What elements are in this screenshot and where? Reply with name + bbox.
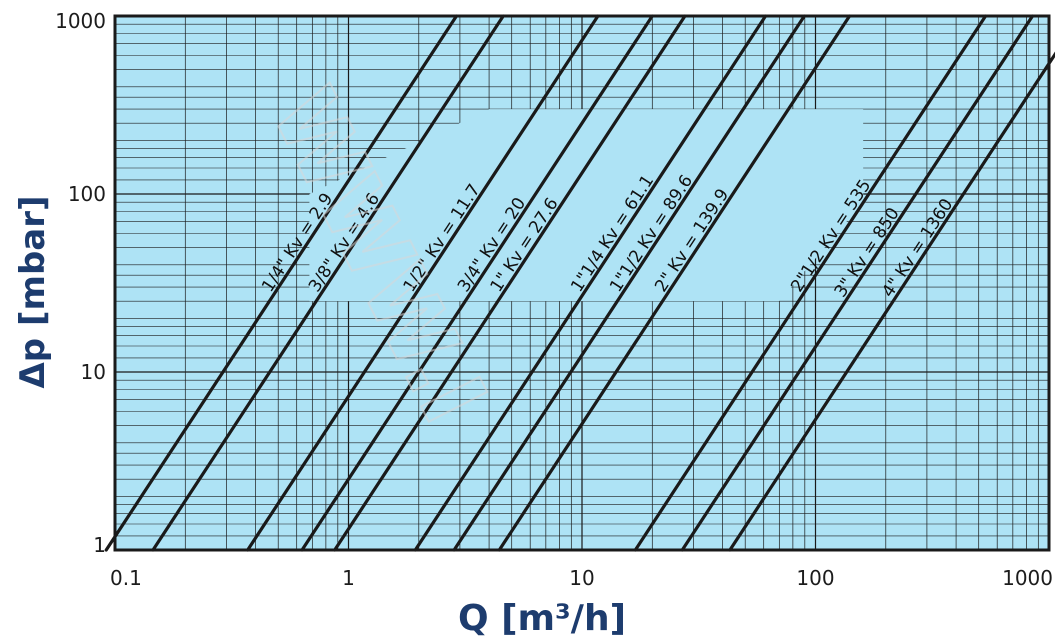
y-tick-label: 1000 — [55, 9, 106, 33]
kv-curves — [104, 14, 1055, 552]
x-tick-label: 1000 — [1002, 566, 1053, 590]
kv-curve — [300, 14, 654, 552]
x-tick-label: 1 — [342, 566, 355, 590]
kv-curve — [497, 14, 852, 552]
x-tick-label: 10 — [569, 566, 594, 590]
kv-curve — [633, 14, 988, 552]
kv-curve — [246, 14, 600, 552]
x-tick-label: 100 — [796, 566, 834, 590]
y-tick-label: 1 — [93, 533, 106, 557]
x-axis-title: Q [m³/h] — [458, 598, 626, 639]
label-background — [309, 109, 864, 302]
kv-curve — [413, 14, 768, 552]
kv-curve — [680, 14, 1035, 552]
x-tick-label: 0.1 — [110, 566, 142, 590]
plot-frame — [113, 14, 1051, 552]
kv-curve — [728, 51, 1055, 552]
y-axis-title: Δp [mbar] — [13, 195, 53, 388]
kv-curve — [333, 14, 687, 552]
kv-curve — [151, 14, 505, 552]
kv-curve — [104, 14, 459, 552]
y-tick-label: 100 — [68, 182, 106, 206]
kv-curve — [452, 14, 806, 552]
label-clear-zone — [309, 109, 864, 302]
y-tick-label: 10 — [81, 360, 106, 384]
